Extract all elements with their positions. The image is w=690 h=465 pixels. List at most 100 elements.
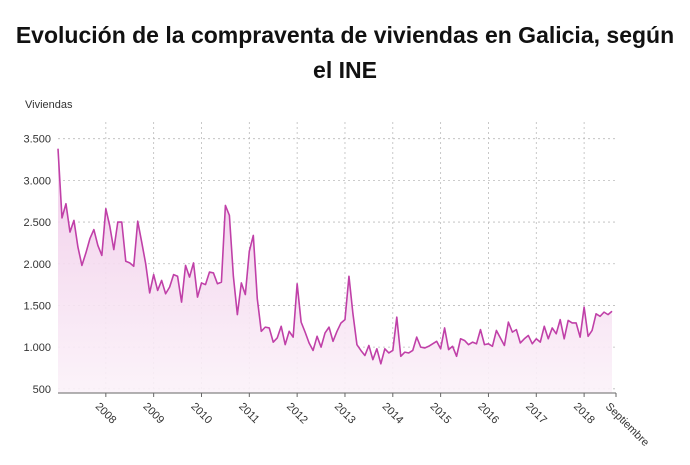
data-point <box>125 260 127 262</box>
data-point <box>300 321 302 323</box>
data-point <box>288 330 290 332</box>
chart-title-line-2: el INE <box>313 57 377 83</box>
data-point <box>105 208 107 210</box>
y-tick-label: 2.000 <box>23 259 51 271</box>
data-point <box>232 275 234 277</box>
x-tick-label: 2016 <box>475 401 501 427</box>
data-point <box>188 276 190 278</box>
data-point <box>467 343 469 345</box>
y-tick-label: 500 <box>33 384 51 396</box>
data-point <box>368 344 370 346</box>
data-point <box>129 262 131 264</box>
series-area <box>58 148 613 393</box>
data-point <box>340 322 342 324</box>
chart-title: Evolución de la compraventa de viviendas… <box>0 18 690 88</box>
data-point <box>364 354 366 356</box>
data-point <box>236 313 238 315</box>
data-point <box>503 344 505 346</box>
data-point <box>431 343 433 345</box>
x-tick-label: 2010 <box>188 401 214 427</box>
data-point <box>591 329 593 331</box>
data-point <box>248 250 250 252</box>
data-point <box>268 327 270 329</box>
data-point <box>316 335 318 337</box>
data-point <box>272 341 274 343</box>
data-point <box>212 272 214 274</box>
y-axis-ticks: 500 1.000 1.500 2.000 2.500 3.000 3.500 <box>23 134 51 396</box>
data-point <box>607 313 609 315</box>
y-tick-label: 3.500 <box>23 134 51 146</box>
data-point <box>575 322 577 324</box>
data-point <box>196 296 198 298</box>
data-point <box>451 345 453 347</box>
data-point <box>535 338 537 340</box>
data-point <box>172 273 174 275</box>
data-point <box>563 338 565 340</box>
data-point <box>141 241 143 243</box>
data-point <box>408 352 410 354</box>
data-point <box>559 318 561 320</box>
data-point <box>420 346 422 348</box>
data-point <box>487 343 489 345</box>
chart-title-line-1: Evolución de la compraventa de viviendas… <box>15 22 675 48</box>
data-point <box>164 293 166 295</box>
data-point <box>256 298 258 300</box>
data-point <box>463 339 465 341</box>
y-tick-label: 3.000 <box>23 175 51 187</box>
data-point <box>380 363 382 365</box>
data-point <box>220 281 222 283</box>
x-tick-label: 2009 <box>141 401 167 427</box>
data-point <box>527 334 529 336</box>
data-point <box>109 225 111 227</box>
data-point <box>328 326 330 328</box>
data-point <box>388 352 390 354</box>
data-point <box>376 348 378 350</box>
data-point <box>495 329 497 331</box>
data-point <box>507 321 509 323</box>
x-tick-label: 2015 <box>428 401 454 427</box>
data-point <box>511 331 513 333</box>
data-point <box>360 349 362 351</box>
data-point <box>260 330 262 332</box>
data-point <box>228 214 230 216</box>
y-tick-label: 2.500 <box>23 217 51 229</box>
data-point <box>439 348 441 350</box>
data-point <box>372 358 374 360</box>
data-point <box>69 231 71 233</box>
data-point <box>73 219 75 221</box>
data-point <box>101 254 103 256</box>
data-point <box>81 264 83 266</box>
data-point <box>244 293 246 295</box>
data-point <box>412 349 414 351</box>
data-point <box>77 246 79 248</box>
data-point <box>144 263 146 265</box>
data-point <box>336 330 338 332</box>
data-point <box>344 318 346 320</box>
data-point <box>404 351 406 353</box>
data-point <box>515 328 517 330</box>
data-point <box>523 338 525 340</box>
data-point <box>57 147 59 149</box>
data-point <box>547 338 549 340</box>
data-point <box>459 338 461 340</box>
data-point <box>89 238 91 240</box>
data-point <box>396 316 398 318</box>
x-tick-label: 2017 <box>523 401 549 427</box>
data-point <box>133 265 135 267</box>
data-point <box>280 325 282 327</box>
x-tick-label: 2013 <box>332 401 358 427</box>
data-point <box>519 342 521 344</box>
data-point <box>384 348 386 350</box>
data-point <box>543 325 545 327</box>
x-tick-label: 2012 <box>284 401 310 427</box>
data-point <box>567 319 569 321</box>
x-axis-ticks: 2008 2009 2010 2011 2012 2013 2014 2015 2016 2017… <box>93 393 651 449</box>
data-point <box>117 221 119 223</box>
data-point <box>356 343 358 345</box>
data-point <box>348 275 350 277</box>
data-point <box>324 332 326 334</box>
data-point <box>471 341 473 343</box>
data-point <box>320 346 322 348</box>
data-point <box>184 264 186 266</box>
